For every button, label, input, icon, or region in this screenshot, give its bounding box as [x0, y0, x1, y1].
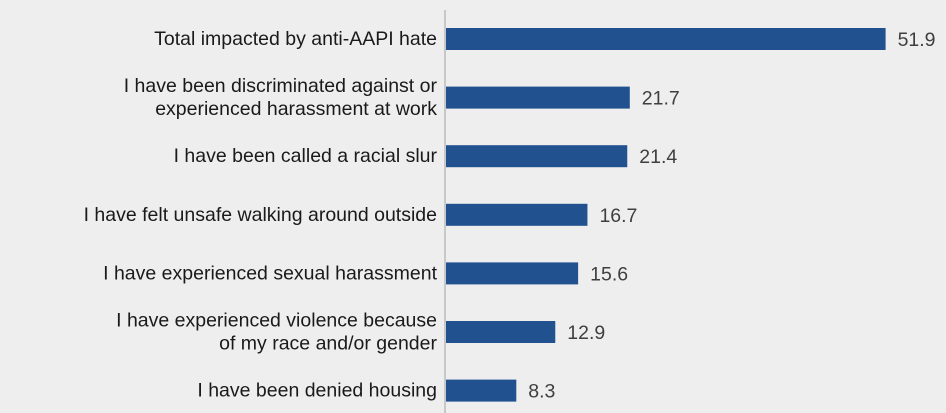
category-label-1: I have been discriminated against or expe… — [124, 75, 438, 120]
bar-2 — [446, 145, 628, 168]
category-label-3: I have felt unsafe walking around outsid… — [84, 204, 437, 226]
category-label-5: I have experienced violence because of my… — [116, 310, 437, 355]
bar-3 — [446, 203, 588, 226]
category-label-2: I have been called a racial slur — [174, 145, 438, 167]
category-label-line: Total impacted by anti-AAPI hate — [154, 28, 437, 50]
bar-5 — [446, 321, 556, 343]
category-label-line: I have experienced violence because — [116, 310, 437, 332]
category-label-6: I have been denied housing — [197, 380, 437, 402]
value-label-1: 21.7 — [642, 88, 680, 110]
category-label-0: Total impacted by anti-AAPI hate — [154, 28, 437, 50]
value-label-5: 12.9 — [567, 322, 605, 344]
value-label-2: 21.4 — [639, 146, 677, 168]
value-label-0: 51.9 — [898, 29, 936, 51]
bar-1 — [446, 86, 630, 109]
category-label-4: I have experienced sexual harassment — [103, 262, 437, 284]
bar-4 — [446, 262, 579, 285]
bar-0 — [446, 28, 886, 50]
category-label-line: I have been discriminated against or — [124, 75, 438, 97]
category-label-line: I have experienced sexual harassment — [103, 262, 437, 284]
bars-group — [446, 28, 886, 402]
category-labels-group: Total impacted by anti-AAPI hate I have b… — [84, 28, 438, 402]
category-label-line: I have been called a racial slur — [174, 145, 438, 167]
bar-6 — [446, 379, 517, 402]
value-label-3: 16.7 — [599, 205, 637, 227]
value-label-6: 8.3 — [528, 381, 555, 403]
category-label-line: experienced harassment at work — [155, 98, 437, 120]
category-label-line: of my race and/or gender — [219, 333, 437, 355]
value-labels-group: 51.9 21.7 21.4 16.7 15.6 12.9 8.3 — [528, 29, 935, 403]
category-label-line: I have been denied housing — [197, 380, 437, 402]
value-label-4: 15.6 — [590, 263, 628, 285]
category-label-line: I have felt unsafe walking around outsid… — [84, 204, 437, 226]
